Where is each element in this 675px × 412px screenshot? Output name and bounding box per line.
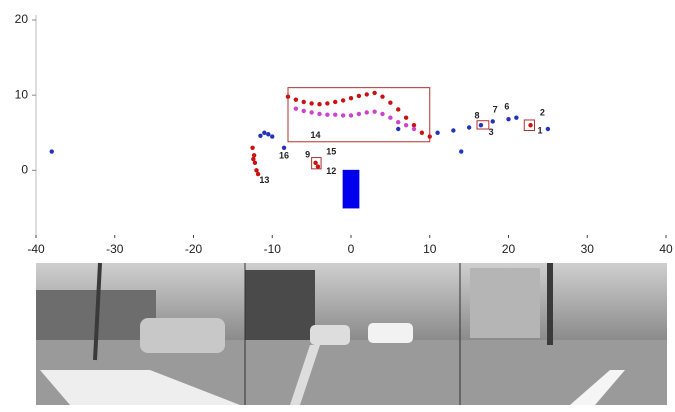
point [364,110,369,115]
point [309,101,314,106]
point [333,99,338,105]
x-tick-label: 20 [502,242,516,256]
point [317,101,322,107]
point [293,97,299,102]
point [317,111,322,117]
point [528,123,533,128]
annotation: 8 [474,111,479,121]
point [340,113,346,118]
point [356,111,362,117]
point [348,95,354,101]
point [309,110,314,115]
annotation: 7 [493,105,498,115]
point [388,100,393,105]
point [396,107,401,112]
point [466,125,472,130]
point [254,168,259,173]
point [270,134,275,139]
detection-box [523,119,535,132]
point [325,112,330,117]
point [258,133,263,138]
point [372,109,377,114]
point [396,126,401,132]
ego-vehicle [342,169,360,209]
detection-box [287,87,431,143]
x-tick-label: -20 [185,242,203,256]
annotation: 6 [504,102,509,112]
point [285,94,291,99]
point [380,111,385,117]
point [490,119,495,124]
point [255,171,261,177]
point [251,153,257,158]
camera-strip [36,262,667,405]
point [364,92,369,97]
y-tick-label: 20 [15,12,29,26]
x-tick-label: -40 [27,242,45,256]
y-tick-label: 10 [15,87,29,101]
x-tick-label: 40 [659,242,673,256]
point [388,115,393,120]
point [514,115,519,120]
point [451,128,456,133]
annotation: 16 [279,150,289,160]
point [313,160,318,166]
point [315,164,321,169]
point [262,130,267,135]
point [325,101,330,106]
annotation: 15 [326,147,336,157]
annotation: 3 [489,127,494,137]
detection-box [311,157,322,170]
x-tick-label: -30 [106,242,124,256]
point [348,113,354,118]
point [427,134,432,139]
point [478,123,484,128]
point [435,130,440,135]
point [403,123,409,128]
point [49,149,54,154]
point [356,93,362,99]
point [419,130,425,135]
x-tick-label: 0 [348,242,355,256]
annotation: 9 [305,150,310,160]
point [250,145,255,150]
x-tick-label: 30 [581,242,595,256]
annotation: 12 [326,166,336,176]
annotation: 13 [259,175,269,185]
point [545,126,551,132]
annotation: 1 [537,126,542,136]
point [340,98,346,103]
point [459,149,464,154]
x-tick-label: -10 [264,242,282,256]
point [506,117,511,122]
point [251,156,256,162]
point [252,160,258,166]
point [301,99,306,105]
annotation: 14 [311,130,321,140]
point [403,115,409,120]
point [411,123,417,128]
point [380,94,385,99]
annotation: 2 [540,108,545,118]
x-tick-label: 10 [423,242,437,256]
y-tick-label: 0 [21,163,28,177]
point [372,90,377,96]
detection-box [476,120,490,130]
point [293,106,299,111]
point [333,112,338,117]
point [411,126,417,132]
point [281,145,287,150]
point [301,108,306,114]
point [266,132,271,137]
point [396,120,401,125]
